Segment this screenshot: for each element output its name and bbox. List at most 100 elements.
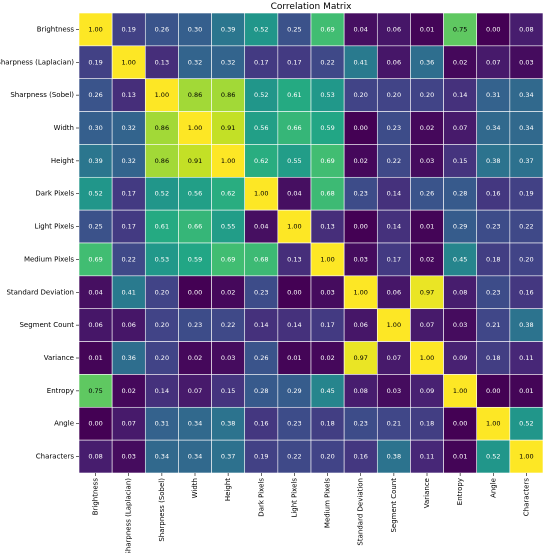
cell-value-label: 0.39 <box>88 157 102 165</box>
x-tick-label: Standard Deviation <box>357 478 365 546</box>
cell-value-label: 0.28 <box>453 190 467 198</box>
cell-value-label: 0.91 <box>221 124 235 132</box>
cell-value-label: 0.16 <box>353 453 367 461</box>
heatmap-cell <box>78 12 113 47</box>
cell-value-label: 0.09 <box>453 354 467 362</box>
heatmap-cell <box>509 45 544 80</box>
cell-value-label: 0.04 <box>88 288 102 296</box>
heatmap-cell <box>244 176 279 211</box>
cell-value-label: 0.06 <box>387 288 401 296</box>
heatmap-cell <box>509 374 544 408</box>
heatmap-cell <box>509 308 544 342</box>
cell-value-label: 0.08 <box>453 288 467 296</box>
cell-value-label: 0.13 <box>287 255 301 263</box>
heatmap-cell <box>343 242 378 277</box>
cell-value-label: 0.06 <box>88 321 102 329</box>
cell-value-label: 0.23 <box>387 124 401 132</box>
heatmap-cell <box>310 111 345 145</box>
heatmap-cell <box>476 176 511 211</box>
cell-value-label: 0.11 <box>519 354 533 362</box>
cell-value-label: 0.59 <box>320 124 334 132</box>
cell-value-label: 0.68 <box>254 255 268 263</box>
cell-value-label: 0.62 <box>254 157 268 165</box>
heatmap-cell <box>509 406 544 441</box>
y-tick-label: Brightness <box>37 25 75 33</box>
cell-value-label: 0.23 <box>486 288 500 296</box>
heatmap-cell <box>277 209 312 244</box>
y-tick-label: Characters <box>36 453 75 461</box>
cell-value-label: 0.02 <box>320 354 334 362</box>
heatmap-cell <box>111 242 146 277</box>
cell-value-label: 0.08 <box>353 387 367 395</box>
heatmap-cell <box>476 45 511 80</box>
heatmap-cell <box>178 45 212 80</box>
cell-value-label: 0.26 <box>88 91 102 99</box>
cell-value-label: 1.00 <box>254 190 268 198</box>
heatmap-cell <box>144 78 179 112</box>
cell-value-label: 0.00 <box>353 223 367 231</box>
heatmap-cell <box>211 176 246 211</box>
heatmap-cell <box>178 111 212 145</box>
heatmap-cell <box>211 45 246 80</box>
cell-value-label: 0.66 <box>287 124 301 132</box>
y-tick-label: Medium Pixels <box>24 255 74 263</box>
cell-value-label: 0.01 <box>519 387 533 395</box>
heatmap-cell <box>244 111 279 145</box>
heatmap-cell <box>410 439 444 474</box>
heatmap-cell <box>78 209 113 244</box>
heatmap-cell <box>443 242 478 277</box>
cell-value-label: 0.45 <box>320 387 334 395</box>
cell-value-label: 0.37 <box>519 157 533 165</box>
cell-value-label: 0.38 <box>486 157 500 165</box>
cell-value-label: 0.25 <box>287 25 301 33</box>
heatmap-cell <box>144 374 179 408</box>
heatmap-cell <box>244 242 279 277</box>
cell-value-label: 1.00 <box>121 58 135 66</box>
y-tick-label: Width <box>54 124 74 132</box>
cell-value-label: 1.00 <box>320 255 334 263</box>
cell-value-label: 0.14 <box>254 321 268 329</box>
cell-value-label: 1.00 <box>453 387 467 395</box>
cell-value-label: 0.00 <box>287 288 301 296</box>
cell-value-label: 0.52 <box>519 420 533 428</box>
heatmap-cell <box>376 275 411 310</box>
cell-value-label: 0.03 <box>453 321 467 329</box>
cell-value-label: 0.22 <box>221 321 235 329</box>
cell-value-label: 1.00 <box>88 25 102 33</box>
x-tick-label: Height <box>224 478 232 501</box>
cell-value-label: 0.23 <box>188 321 202 329</box>
heatmap-cell <box>178 275 212 310</box>
heatmap-cell <box>410 78 444 112</box>
heatmap-cell <box>509 242 544 277</box>
cell-value-label: 1.00 <box>420 354 434 362</box>
cell-value-label: 0.75 <box>453 25 467 33</box>
cell-value-label: 0.23 <box>353 190 367 198</box>
heatmap-cell <box>244 12 279 47</box>
cell-value-label: 0.23 <box>353 420 367 428</box>
cell-value-label: 0.22 <box>320 58 334 66</box>
cell-value-label: 1.00 <box>353 288 367 296</box>
cell-value-label: 0.11 <box>420 453 434 461</box>
cell-value-label: 0.02 <box>353 157 367 165</box>
cell-value-label: 0.00 <box>353 124 367 132</box>
cell-value-label: 0.18 <box>420 420 434 428</box>
cell-value-label: 0.29 <box>287 387 301 395</box>
heatmap-cell <box>244 45 279 80</box>
heatmap-cell <box>111 176 146 211</box>
cell-value-label: 0.17 <box>387 255 401 263</box>
cell-value-label: 0.01 <box>420 223 434 231</box>
heatmap-cell <box>343 439 378 474</box>
y-tick-label: Standard Deviation <box>6 288 74 296</box>
cell-value-label: 0.08 <box>88 453 102 461</box>
cell-value-label: 0.17 <box>287 58 301 66</box>
heatmap-cell <box>310 275 345 310</box>
cell-value-label: 0.19 <box>519 190 533 198</box>
cell-value-label: 0.26 <box>420 190 434 198</box>
heatmap-cell <box>178 406 212 441</box>
cell-value-label: 0.86 <box>221 91 235 99</box>
cell-value-label: 0.00 <box>88 420 102 428</box>
cell-value-label: 0.34 <box>519 91 533 99</box>
x-tick-label: Characters <box>522 478 530 517</box>
cell-value-label: 0.53 <box>155 255 169 263</box>
heatmap-cell <box>277 341 312 375</box>
